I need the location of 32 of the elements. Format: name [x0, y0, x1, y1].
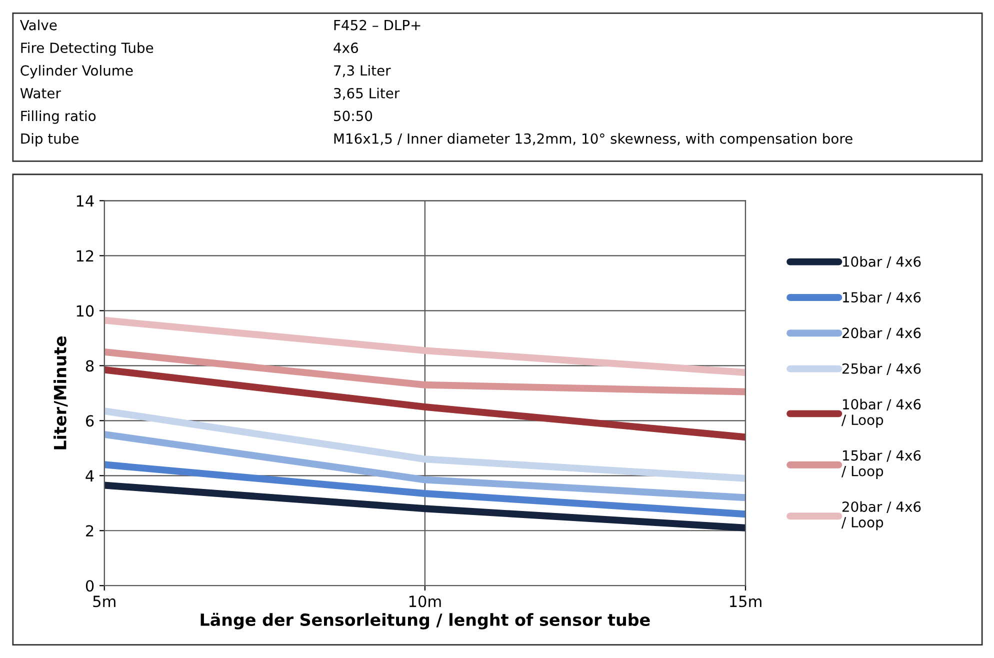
text: Filling ratio [21, 110, 96, 124]
text: 50:50 [334, 110, 372, 122]
text: Valve [20, 20, 57, 30]
y-tick-label: 10 [76, 305, 94, 317]
text: 7,3 Liter [334, 65, 391, 78]
y-tick-label: 2 [86, 525, 94, 536]
legend-label: 25bar / 4x6 [842, 363, 921, 375]
text: 4x6 [334, 42, 358, 54]
x-tick-label: 15m [730, 596, 762, 608]
y-tick-label: 0 [86, 580, 94, 592]
y-tick-label: 6 [86, 415, 94, 427]
y-tick-label: 14 [76, 195, 94, 206]
text: Dip tube [21, 133, 79, 147]
legend-label: 15bar / 4x6 / Loop [841, 450, 921, 479]
legend-label: 15bar / 4x6 [842, 292, 921, 304]
text: M16x1,5 / Inner diameter 13,2mm, 10° skewness, with compensation bore [334, 133, 852, 147]
text: Water [20, 88, 61, 98]
legend-label: 10bar / 4x6 / Loop [841, 398, 921, 428]
y-tick-label: 4 [86, 470, 94, 482]
y-tick-label: 12 [76, 250, 94, 262]
x-tick-label: 10m [409, 596, 441, 608]
text: Fire Detecting Tube [21, 42, 154, 56]
text: Cylinder Volume [20, 65, 133, 78]
y-axis-title: Liter/Minute [54, 336, 68, 450]
legend-label: 20bar / 4x6 [842, 327, 921, 340]
legend-label: 20bar / 4x6 / Loop [841, 501, 921, 530]
text: F452 – DLP+ [334, 20, 420, 30]
text: 3,65 Liter [334, 88, 400, 100]
x-tick-label: 5m [93, 596, 116, 608]
y-tick-label: 8 [86, 360, 94, 372]
x-axis-title: Länge der Sensorleitung / lenght of sensor tube [200, 612, 650, 630]
legend-label: 10bar / 4x6 [842, 256, 921, 268]
